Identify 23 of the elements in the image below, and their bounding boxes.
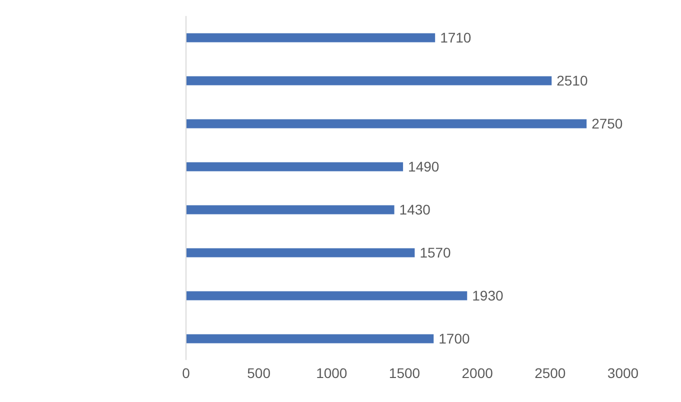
- data-label: 1710: [440, 30, 472, 46]
- x-tick-label: 2000: [462, 364, 494, 381]
- x-tick-label: 500: [247, 364, 271, 381]
- data-label: 2750: [592, 116, 623, 132]
- x-tick-label: 3000: [607, 364, 639, 381]
- bar: [186, 76, 552, 86]
- x-tick-label: 1500: [388, 364, 420, 381]
- bar: [186, 291, 468, 300]
- bar: [186, 119, 587, 128]
- bar: [186, 33, 436, 42]
- data-label: 1430: [399, 202, 431, 218]
- bar: [186, 205, 394, 214]
- bar: [186, 162, 404, 172]
- data-label: 1570: [420, 244, 452, 261]
- x-tick-label: 2500: [534, 364, 566, 381]
- data-label: 1700: [438, 330, 470, 347]
- bar: [186, 334, 434, 344]
- x-tick-label: 1000: [316, 364, 348, 381]
- data-label: 1490: [408, 158, 440, 175]
- data-label: 2510: [556, 72, 588, 89]
- data-label: 1930: [472, 288, 504, 304]
- bar: [186, 248, 415, 258]
- x-tick-label: 0: [182, 364, 190, 381]
